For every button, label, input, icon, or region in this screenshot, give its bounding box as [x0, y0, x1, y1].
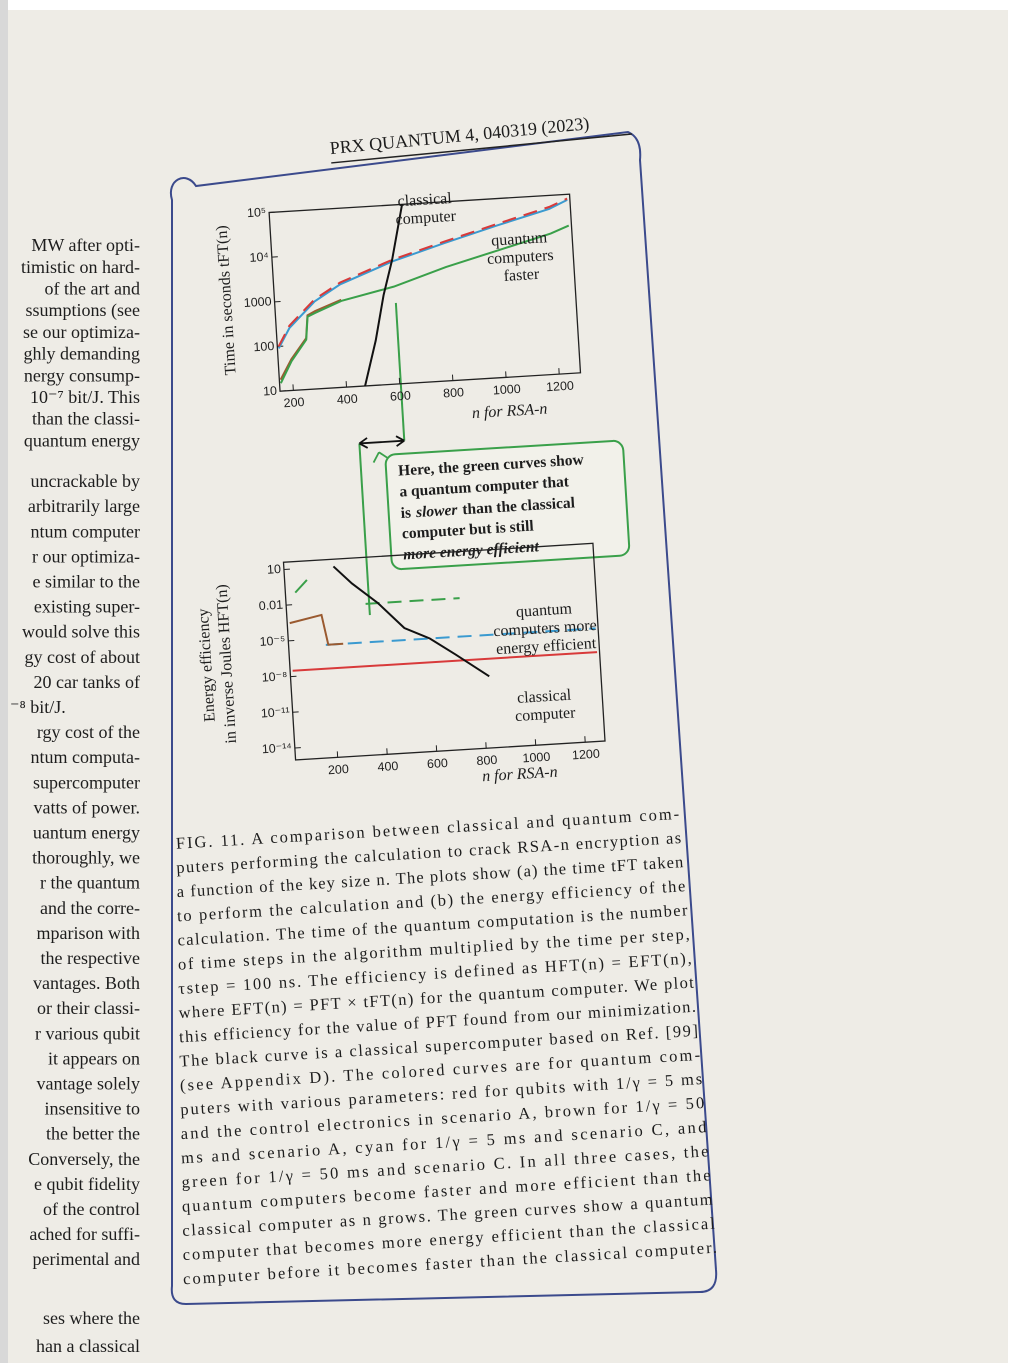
- body-text-line: Conversely, the: [28, 1149, 140, 1169]
- y-tick-label: 10⁵: [247, 205, 267, 220]
- body-text-line: MW after opti-: [31, 235, 140, 255]
- body-text-line: mparison with: [37, 923, 141, 943]
- x-tick-label: 1000: [492, 382, 521, 398]
- body-text-line: rgy cost of the: [37, 722, 140, 742]
- body-text-line: vantages. Both: [33, 973, 140, 993]
- body-text-line: 10⁻⁷ bit/J. This: [30, 387, 140, 407]
- y-tick-label: 1000: [243, 294, 272, 310]
- annotation: quantum: [515, 600, 572, 620]
- body-text-line: han a classical: [36, 1336, 140, 1356]
- callout-emphasis: slower: [415, 501, 459, 521]
- body-text-line: thoroughly, we: [32, 848, 140, 868]
- x-tick-label: 800: [443, 385, 465, 400]
- x-tick-label: 800: [476, 753, 498, 768]
- body-text-line: uantum energy: [33, 823, 140, 843]
- body-text-line: perimental and: [33, 1249, 140, 1269]
- body-text-line: ses where the: [43, 1308, 140, 1328]
- body-text-line: and the corre-: [40, 898, 140, 918]
- photo: PRX QUANTUM 4, 040319 (2023) Here, the g…: [0, 0, 1017, 1363]
- y-tick-label: 10: [267, 562, 282, 577]
- body-text-line: timistic on hard-: [21, 257, 140, 277]
- x-tick-label: 400: [336, 392, 358, 407]
- body-text-line: uncrackable by: [31, 471, 140, 491]
- body-text-line: of the art and: [45, 279, 140, 299]
- body-text-line: the respective: [41, 948, 140, 968]
- y-tick-label: 10⁻⁵: [259, 633, 285, 649]
- body-text-line: or their classi-: [37, 998, 140, 1018]
- body-text-line: nergy consump-: [24, 365, 140, 385]
- body-text-line: gy cost of about: [25, 647, 140, 667]
- x-tick-label: 600: [427, 756, 449, 771]
- body-text-line: se our optimiza-: [23, 322, 140, 342]
- body-text-line: arbitrarily large: [28, 496, 140, 516]
- x-tick-label: 200: [283, 395, 305, 410]
- y-tick-label: 100: [253, 339, 275, 354]
- y-tick-label: 10⁻¹⁴: [261, 741, 292, 757]
- body-text-line: insensitive to: [45, 1099, 141, 1119]
- y-tick-label: 0.01: [258, 598, 283, 613]
- body-text-line: r the quantum: [40, 873, 140, 893]
- body-text-line: e similar to the: [33, 572, 140, 592]
- body-text-line: quantum energy: [24, 430, 140, 450]
- body-text-line: than the classi-: [32, 409, 140, 429]
- body-text-line: supercomputer: [33, 772, 140, 792]
- y-tick-label: 10⁻¹¹: [260, 705, 290, 721]
- x-tick-label: 1000: [522, 750, 551, 766]
- page: PRX QUANTUM 4, 040319 (2023) Here, the g…: [0, 0, 1017, 1363]
- body-text-line: ⁻⁸ bit/J.: [10, 697, 66, 717]
- body-text-line: it appears on: [48, 1048, 140, 1068]
- x-tick-label: 400: [377, 759, 399, 774]
- y-tick-label: 10: [263, 384, 278, 399]
- x-tick-label: 1200: [546, 379, 575, 395]
- edge: [0, 0, 8, 1363]
- body-text-line: vatts of power.: [34, 797, 140, 817]
- body-text-line: ssumptions (see: [26, 300, 141, 321]
- y-tick-label: 10⁻⁸: [261, 669, 288, 685]
- body-text-line: vantage solely: [37, 1074, 140, 1094]
- body-text-line: the better the: [46, 1124, 140, 1144]
- callout-text: is: [400, 504, 411, 522]
- body-text-line: would solve this: [22, 622, 140, 642]
- annotation: quantum: [491, 229, 548, 249]
- x-tick-label: 200: [328, 762, 350, 777]
- x-tick-label: 600: [390, 389, 412, 404]
- body-text-line: ghly demanding: [24, 344, 140, 364]
- body-text-line: existing super-: [34, 597, 140, 617]
- body-text-line: r various qubit: [35, 1023, 140, 1043]
- body-text-line: 20 car tanks of: [34, 672, 140, 692]
- body-text-line: e qubit fidelity: [34, 1174, 140, 1194]
- body-text-line: of the control: [43, 1199, 140, 1219]
- x-tick-label: 1200: [572, 747, 601, 763]
- body-text-line: ntum computa-: [31, 747, 140, 767]
- body-text-line: r our optimiza-: [32, 546, 140, 566]
- y-tick-label: 10⁴: [249, 250, 269, 265]
- annotation: classical: [517, 687, 573, 707]
- annotation: faster: [503, 266, 540, 285]
- body-text-line: ntum computer: [31, 521, 140, 541]
- annotation: classical: [397, 190, 453, 210]
- body-text-line: ached for suffi-: [29, 1224, 140, 1244]
